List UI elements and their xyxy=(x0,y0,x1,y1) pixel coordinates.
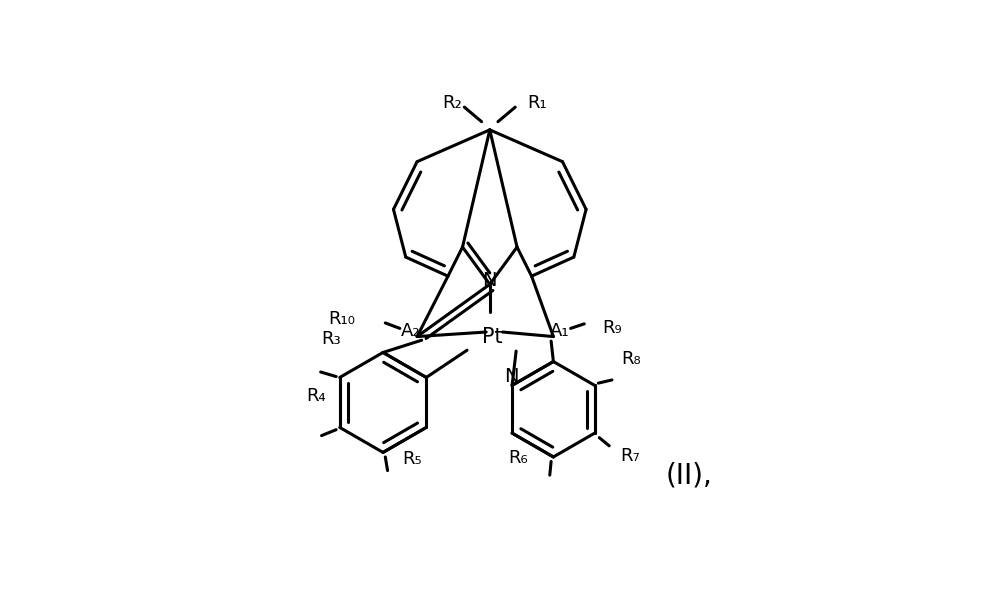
Text: N: N xyxy=(504,367,518,386)
Text: (II),: (II), xyxy=(665,461,712,489)
Text: A₂: A₂ xyxy=(401,322,421,340)
Text: R₉: R₉ xyxy=(603,319,622,337)
Text: R₁: R₁ xyxy=(528,94,547,112)
Text: R₅: R₅ xyxy=(402,450,421,468)
Text: N: N xyxy=(483,271,497,290)
Text: R₆: R₆ xyxy=(508,449,528,467)
Text: Pt: Pt xyxy=(482,327,502,346)
Text: R₇: R₇ xyxy=(621,447,640,465)
Text: R₁₀: R₁₀ xyxy=(329,310,356,328)
Text: R₂: R₂ xyxy=(443,94,462,112)
Text: A₁: A₁ xyxy=(550,322,570,340)
Text: R₄: R₄ xyxy=(306,386,326,405)
Text: R₃: R₃ xyxy=(321,330,341,348)
Text: R₈: R₈ xyxy=(621,350,640,368)
